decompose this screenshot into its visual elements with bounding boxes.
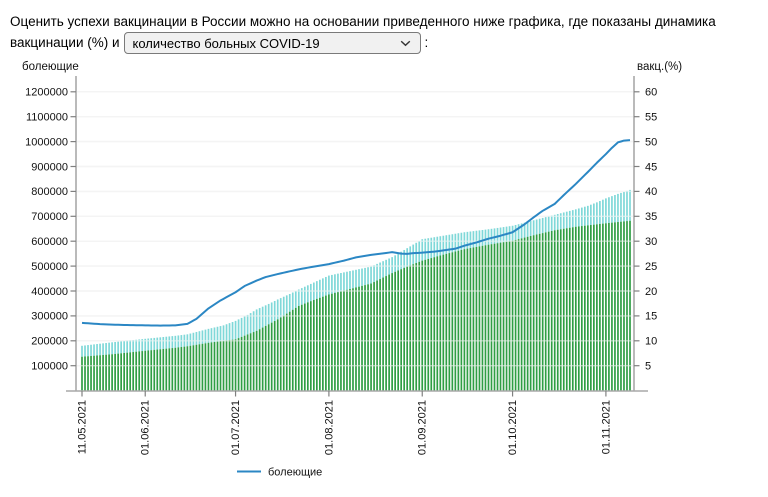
svg-text:1100000: 1100000 — [26, 112, 68, 124]
svg-text:50: 50 — [645, 137, 657, 149]
svg-text:200000: 200000 — [31, 336, 68, 348]
legend-label: болеющие — [268, 467, 322, 479]
svg-text:400000: 400000 — [31, 286, 68, 298]
svg-text:01.08.2021: 01.08.2021 — [323, 400, 335, 455]
svg-text:10: 10 — [645, 336, 657, 348]
svg-text:11.05.2021: 11.05.2021 — [77, 400, 89, 454]
svg-text:01.11.2021: 01.11.2021 — [600, 400, 612, 454]
axes — [66, 76, 648, 393]
question-line-2-prefix: вакцинации (%) и — [10, 35, 120, 50]
right-axis-title: вакц.(%) — [637, 61, 682, 73]
svg-text:01.06.2021: 01.06.2021 — [140, 400, 152, 455]
svg-text:700000: 700000 — [31, 212, 68, 224]
svg-text:900000: 900000 — [31, 162, 68, 174]
vaccination-bars — [81, 190, 631, 392]
svg-text:40: 40 — [645, 187, 657, 199]
svg-text:100000: 100000 — [31, 361, 68, 373]
x-axis: 11.05.2021 01.06.2021 01.07.2021 01.08.2021… — [77, 391, 612, 456]
svg-text:800000: 800000 — [31, 187, 68, 199]
svg-text:01.10.2021: 01.10.2021 — [507, 400, 519, 455]
svg-text:15: 15 — [645, 311, 657, 323]
vaccination-chart: 100000 200000 300000 400000 500000 600000 7000… — [0, 54, 768, 491]
svg-text:01.09.2021: 01.09.2021 — [417, 400, 429, 455]
right-axis: 5 10 15 20 25 30 35 40 45 50 55 60 — [634, 87, 657, 373]
svg-text:1200000: 1200000 — [25, 87, 68, 99]
legend: болеющие — [237, 467, 322, 479]
svg-text:01.07.2021: 01.07.2021 — [230, 400, 242, 455]
svg-text:600000: 600000 — [31, 236, 68, 248]
svg-text:45: 45 — [645, 162, 657, 174]
chevron-down-icon — [400, 40, 411, 47]
colon: : — [424, 35, 429, 50]
left-axis-title: болеющие — [22, 61, 79, 73]
gridline-overlay — [76, 91, 634, 367]
svg-text:20: 20 — [645, 286, 657, 298]
metric-select-value: количество больных COVID-19 — [132, 35, 320, 51]
svg-text:5: 5 — [645, 361, 651, 373]
svg-text:35: 35 — [645, 212, 657, 224]
svg-text:1000000: 1000000 — [25, 137, 68, 149]
svg-text:300000: 300000 — [31, 311, 68, 323]
svg-text:500000: 500000 — [31, 261, 68, 273]
svg-text:55: 55 — [645, 112, 657, 124]
chart-canvas: 100000 200000 300000 400000 500000 600000 7000… — [22, 61, 682, 479]
question-line-1: Оценить успехи вакцинации в России можно… — [10, 14, 716, 29]
svg-text:30: 30 — [645, 236, 657, 248]
svg-text:60: 60 — [645, 87, 657, 99]
svg-text:25: 25 — [645, 261, 657, 273]
sick-line-path — [81, 139, 631, 328]
left-axis: 100000 200000 300000 400000 500000 600000 7000… — [25, 87, 76, 373]
metric-select[interactable]: количество больных COVID-19 — [123, 32, 421, 55]
question-text: Оценить успехи вакцинации в России можно… — [0, 0, 768, 55]
